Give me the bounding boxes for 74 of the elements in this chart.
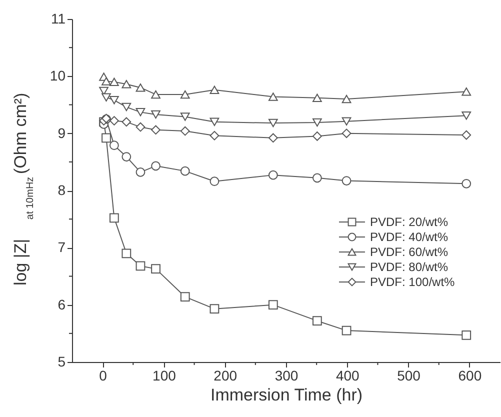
y-tick-label: 8 xyxy=(58,182,66,198)
point xyxy=(151,90,160,99)
x-tick-label: 200 xyxy=(214,368,238,384)
point xyxy=(268,170,278,180)
x-tick-label: 500 xyxy=(397,368,421,384)
point xyxy=(136,168,146,177)
point xyxy=(342,94,352,104)
legend-label: PVDF: 40/wt% xyxy=(370,230,448,244)
point xyxy=(210,304,220,314)
point xyxy=(342,326,352,336)
point xyxy=(180,90,190,99)
point xyxy=(210,176,220,186)
x-axis-title: Immersion Time (hr) xyxy=(210,386,363,404)
point xyxy=(268,133,278,143)
legend-label: PVDF: 60/wt% xyxy=(370,245,448,259)
point xyxy=(110,116,119,126)
point xyxy=(180,112,190,121)
point xyxy=(268,300,278,310)
point xyxy=(268,118,278,128)
point xyxy=(312,94,322,102)
point xyxy=(312,132,322,141)
x-tick-label: 600 xyxy=(458,368,482,384)
point xyxy=(151,125,160,135)
point xyxy=(312,173,322,183)
point xyxy=(462,178,472,188)
y-tick-label: 10 xyxy=(50,68,66,84)
point xyxy=(312,118,322,127)
y-tick-label: 5 xyxy=(58,354,66,370)
point xyxy=(122,152,132,162)
point xyxy=(180,292,190,302)
point xyxy=(210,118,220,126)
point xyxy=(462,87,472,96)
point xyxy=(151,110,160,119)
point xyxy=(151,161,160,171)
point xyxy=(122,117,132,127)
point xyxy=(462,130,472,140)
point xyxy=(342,128,352,138)
y-tick-label: 11 xyxy=(50,10,66,26)
point xyxy=(122,102,132,112)
point xyxy=(102,133,111,143)
point xyxy=(151,264,160,274)
point xyxy=(102,77,111,86)
point xyxy=(122,248,132,258)
point xyxy=(110,213,119,223)
point xyxy=(110,140,119,150)
x-tick-label: 400 xyxy=(336,368,360,384)
point xyxy=(136,261,146,271)
y-tick-label: 9 xyxy=(58,124,66,141)
legend-label: PVDF: 20/wt% xyxy=(370,215,448,229)
point xyxy=(342,117,352,126)
point xyxy=(102,93,111,102)
point xyxy=(110,78,119,86)
point xyxy=(462,330,472,340)
y-axis-title: log |Z|at 10mHz (Ohm cm²) xyxy=(11,92,36,286)
point xyxy=(110,96,119,104)
point xyxy=(122,80,132,88)
point xyxy=(312,316,322,326)
legend-label: PVDF: 100/wt% xyxy=(370,275,456,289)
point xyxy=(342,176,352,186)
point xyxy=(268,92,278,101)
point xyxy=(136,122,146,132)
point xyxy=(136,83,146,92)
point xyxy=(180,166,190,176)
y-tick-label: 7 xyxy=(58,239,66,256)
x-tick-label: 300 xyxy=(274,368,298,384)
point xyxy=(210,86,220,94)
point xyxy=(136,108,146,116)
x-tick-label: 100 xyxy=(152,368,176,384)
y-tick-label: 6 xyxy=(58,296,66,312)
point xyxy=(180,126,190,136)
x-tick-label: 0 xyxy=(99,368,108,384)
point xyxy=(462,111,472,120)
point xyxy=(210,130,220,140)
legend-label: PVDF: 80/wt% xyxy=(370,260,448,274)
